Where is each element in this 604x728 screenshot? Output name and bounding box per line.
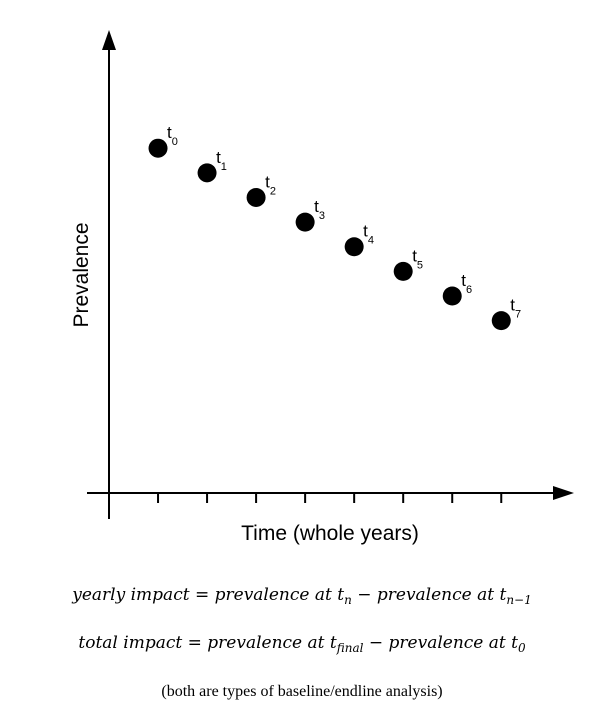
point-label-t1: t1 (216, 148, 227, 173)
total-term2: prevalence at t (388, 633, 518, 653)
point-label-t4: t4 (363, 222, 374, 247)
data-point-t3 (295, 212, 315, 232)
footnote: (both are types of baseline/endline anal… (161, 683, 443, 700)
yearly-term1: prevalence at t (214, 585, 345, 605)
point-label-t5: t5 (412, 246, 423, 271)
y-axis-label: Prevalence (70, 222, 93, 327)
total-term1-subscript: final (336, 641, 364, 655)
yearly-term2: prevalence at t (376, 585, 507, 605)
total-term2-subscript: 0 (517, 641, 526, 655)
prevalence-chart: t0 t1 t2 t3 t4 t5 t6 t7 Time (whole years) Prev… (70, 30, 574, 545)
point-label-t2: t2 (265, 172, 276, 197)
point-labels: t0 t1 t2 t3 t4 t5 t6 t7 (167, 123, 521, 320)
total-minus: − (363, 633, 389, 653)
yearly-term2-subscript: n−1 (506, 593, 532, 607)
axes (87, 30, 574, 519)
point-label-t6: t6 (461, 271, 472, 296)
data-point-t6 (442, 286, 462, 306)
data-point-t5 (393, 261, 413, 281)
x-ticks (157, 493, 503, 503)
total-term1: prevalence at t (207, 633, 337, 653)
point-label-t3: t3 (314, 197, 325, 222)
x-axis-label: Time (whole years) (241, 522, 419, 545)
y-axis-arrowhead (102, 30, 116, 50)
data-point-t1 (197, 163, 217, 183)
data-point-t0 (148, 138, 168, 158)
yearly-minus: − (351, 585, 377, 605)
yearly-impact-lhs: yearly impact (72, 585, 190, 605)
point-label-t7: t7 (510, 296, 521, 321)
yearly-impact-formula: yearly impact = prevalence at tn − preva… (0, 585, 604, 607)
data-point-t7 (491, 311, 511, 331)
yearly-term1-subscript: n (344, 593, 352, 607)
total-equals: = (182, 633, 208, 653)
data-point-t4 (344, 237, 364, 257)
point-label-t0: t0 (167, 123, 178, 148)
yearly-equals: = (189, 585, 215, 605)
x-axis-arrowhead (553, 486, 574, 500)
total-impact-lhs: total impact (78, 633, 183, 653)
data-points (148, 138, 511, 331)
total-impact-formula: total impact = prevalence at tfinal − pr… (0, 633, 604, 655)
data-point-t2 (246, 187, 266, 207)
